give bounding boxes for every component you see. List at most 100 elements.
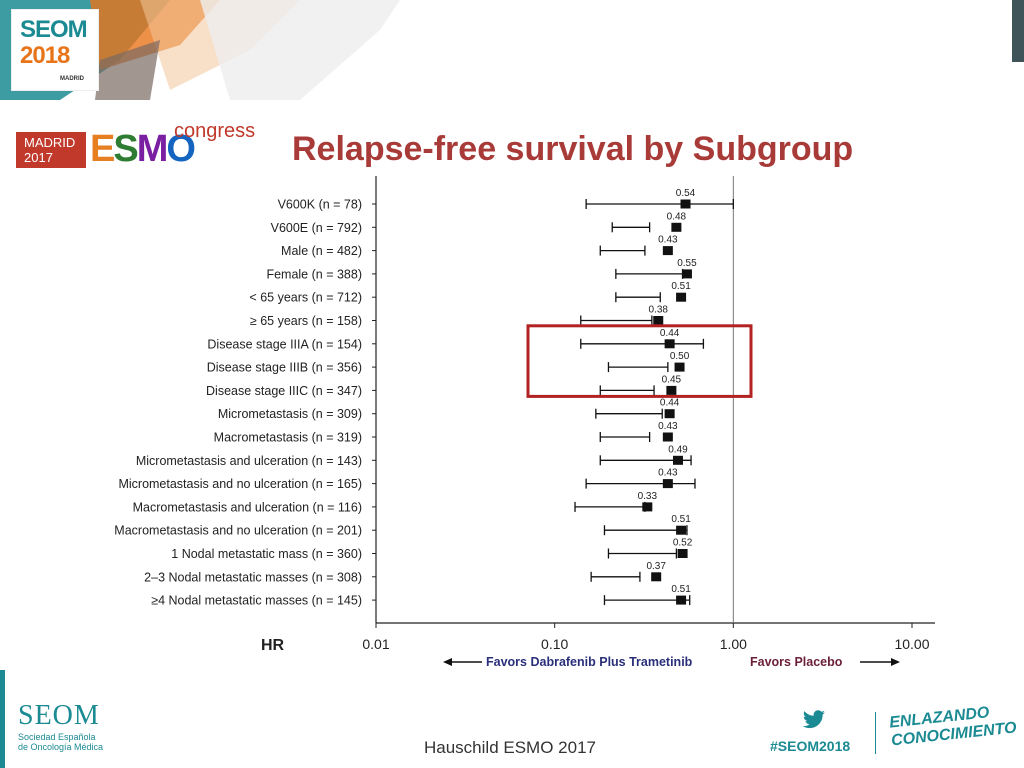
seom-logo-year: 2018 [20,42,70,69]
forest-row: Micrometastasis (n = 309) 0.44 [218,398,680,422]
hr-marker [662,432,673,442]
highlight-box [526,324,753,398]
footer-divider [875,712,876,754]
forest-row: Female (n = 388) 0.55 [266,258,697,282]
hr-value-label: 0.51 [671,514,691,525]
hr-value-label: 0.33 [638,491,658,502]
forest-row: < 65 years (n = 712) 0.51 [249,281,691,305]
row-label: 1 Nodal metastatic mass (n = 360) [171,547,362,561]
footer-seom-logo: SEOM Sociedad Española de Oncología Médi… [18,700,103,752]
hr-value-label: 0.44 [660,328,680,339]
hr-value-label: 0.43 [658,468,678,479]
hashtag-text: #SEOM2018 [770,738,851,754]
hr-marker [651,572,662,582]
plot-frame [375,176,935,624]
row-label: Micrometastasis and ulceration (n = 143) [136,454,362,468]
x-axis-label: HR [261,637,285,654]
row-label: Micrometastasis (n = 309) [218,407,362,421]
forest-row: Male (n = 482) 0.43 [281,235,678,259]
plot-axis: 0.01 0.10 1.00 10.00 HR Favors Dabrafenib Plu… [261,623,930,669]
row-label: Disease stage IIIB (n = 356) [207,361,362,375]
plot-rows: V600K (n = 78) 0.54 V600E (n = 792) 0.48 Mal… [114,188,753,608]
hr-marker [666,385,677,395]
footer-accent-bar [0,670,5,768]
hr-value-label: 0.54 [676,188,696,199]
forest-row: Disease stage IIIC (n = 347) 0.45 [206,374,682,398]
favors-left-arrowhead [443,658,452,666]
citation-text: Hauschild ESMO 2017 [424,738,596,757]
hr-marker [676,292,687,302]
x-tick-label: 10.00 [894,636,929,652]
footer-seom-wordmark: SEOM [18,700,100,731]
x-tick-label: 0.01 [362,636,389,652]
hr-marker [676,595,687,605]
esmo-badge-city: MADRID [24,135,76,150]
hr-value-label: 0.49 [668,444,688,455]
forest-row: Micrometastasis and ulceration (n = 143)… [136,444,692,468]
row-label: < 65 years (n = 712) [249,291,362,305]
seom-logo-city: MADRID [60,76,84,82]
page-title: Relapse-free survival by Subgroup [292,130,854,168]
hr-value-label: 0.55 [677,258,697,269]
hr-marker [680,199,691,209]
row-label: Macrometastasis and no ulceration (n = 2… [114,524,362,538]
hr-marker [681,269,692,279]
x-tick-label: 1.00 [720,636,747,652]
row-label: Macrometastasis and ulceration (n = 116) [133,500,362,514]
row-label: Female (n = 388) [266,267,362,281]
footer-seom-subtitle-1: Sociedad Española [18,732,96,742]
forest-row: V600K (n = 78) 0.54 [278,188,734,212]
row-label: Disease stage IIIA (n = 154) [207,337,362,351]
esmo-badge: MADRID 2017 [16,132,86,168]
hr-marker [642,502,653,512]
row-label: ≥ 65 years (n = 158) [250,314,362,328]
hr-marker [676,525,687,535]
footer-seom-subtitle-2: de Oncología Médica [18,742,104,752]
row-label: V600E (n = 792) [271,221,362,235]
row-label: Micrometastasis and no ulceration (n = 1… [118,477,362,491]
forest-row: ≥4 Nodal metastatic masses (n = 145) 0.51 [151,584,691,608]
twitter-icon [802,710,825,729]
row-label: Male (n = 482) [281,244,362,258]
hr-marker [662,479,673,489]
hr-value-label: 0.44 [660,398,680,409]
row-label: 2–3 Nodal metastatic masses (n = 308) [144,570,362,584]
esmo-wordmark-text: ESMO [90,128,196,170]
hr-marker [671,222,682,232]
hr-value-label: 0.43 [658,421,678,432]
hr-marker [677,549,688,558]
x-tick-label: 0.10 [541,636,568,652]
favors-left-label: Favors Dabrafenib Plus Trametinib [486,655,693,669]
hr-marker [662,246,673,256]
hr-value-label: 0.45 [662,374,682,385]
esmo-congress-text: congress [174,120,256,142]
row-label: Disease stage IIIC (n = 347) [206,384,362,398]
hr-value-label: 0.38 [649,305,669,316]
row-label: Macrometastasis (n = 319) [214,431,362,445]
forest-row: 1 Nodal metastatic mass (n = 360) 0.52 [171,538,692,562]
hr-marker [674,362,685,372]
slogan-text: ENLAZANDO CONOCIMIENTO [888,702,1017,751]
favors-right-arrowhead [891,658,900,666]
forest-row: ≥ 65 years (n = 158) 0.38 [250,305,669,329]
hr-marker [653,316,664,325]
forest-row: Macrometastasis (n = 319) 0.43 [214,421,678,445]
seom-2018-logo: SEOM 2018 MADRID [12,10,98,90]
forest-plot: V600K (n = 78) 0.54 V600E (n = 792) 0.48 Mal… [114,176,935,669]
esmo-badge-year: 2017 [24,150,53,165]
favors-right-label: Favors Placebo [750,655,843,669]
hr-marker [664,409,675,419]
forest-row: Disease stage IIIB (n = 356) 0.50 [207,351,690,375]
forest-row: Macrometastasis and no ulceration (n = 2… [114,514,691,538]
hr-value-label: 0.48 [667,211,687,222]
hr-value-label: 0.37 [646,561,666,572]
forest-row: Macrometastasis and ulceration (n = 116)… [133,491,658,515]
row-label: ≥4 Nodal metastatic masses (n = 145) [151,594,362,608]
row-label: V600K (n = 78) [278,198,362,212]
hr-value-label: 0.52 [673,538,693,549]
forest-row: V600E (n = 792) 0.48 [271,211,687,235]
hr-value-label: 0.51 [671,281,691,292]
esmo-congress-logo: MADRID 2017 ESMO congress [16,120,256,170]
forest-row: Disease stage IIIA (n = 154) 0.44 [207,328,705,351]
header-right-strip [1012,0,1024,62]
